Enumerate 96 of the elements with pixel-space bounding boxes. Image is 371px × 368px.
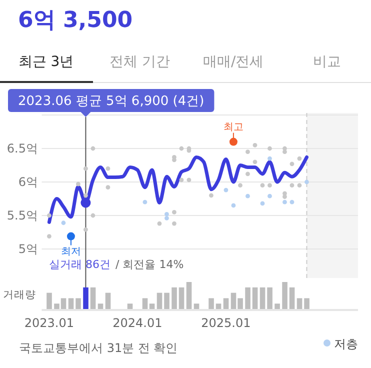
point (84, 193, 88, 198)
annotation: 최고 (223, 122, 244, 133)
point (231, 203, 236, 208)
text: 2023.06 평균 5억 6,900 (4건) (18, 94, 204, 109)
point (268, 183, 272, 188)
bar (149, 304, 155, 309)
bar (194, 304, 200, 309)
text: 국토교통부에서 31분 전 확인 (19, 341, 178, 355)
point (260, 201, 265, 206)
point (246, 172, 250, 176)
point (61, 220, 66, 226)
point (172, 221, 176, 226)
text: / 회전율 14% (116, 258, 184, 271)
bar (178, 287, 184, 309)
point (260, 183, 265, 188)
x-tick-label: 2024.01 (112, 316, 162, 330)
point (229, 138, 238, 146)
point (252, 142, 258, 148)
point (142, 200, 148, 204)
point (290, 162, 294, 166)
point (164, 216, 169, 220)
bar (98, 304, 104, 309)
bar (46, 292, 52, 309)
text: 전체 기간 (109, 54, 170, 70)
point (186, 178, 192, 182)
point (304, 180, 309, 184)
point (90, 146, 96, 151)
y-tick-label: 6억 (18, 175, 38, 189)
legend-label: 저층 (334, 337, 358, 351)
point (76, 182, 80, 186)
point (246, 194, 250, 198)
bar (252, 287, 258, 309)
bar (186, 282, 192, 309)
point (106, 185, 110, 190)
point (268, 146, 272, 151)
point (84, 227, 88, 232)
point (179, 146, 184, 151)
point (268, 156, 272, 161)
bar (90, 287, 96, 309)
point (252, 160, 258, 164)
y-tick-label: 5억 (18, 242, 38, 256)
point (238, 183, 242, 188)
x-tick-label: 2025.01 (201, 316, 251, 330)
point (282, 194, 287, 199)
line-series (47, 155, 308, 224)
bar (172, 287, 177, 309)
point (66, 232, 75, 240)
bar (164, 292, 170, 309)
bar (245, 287, 250, 309)
bar (223, 298, 229, 309)
point (246, 150, 250, 154)
point (46, 213, 52, 218)
point (172, 210, 176, 214)
y-tick-label: 5.5억 (6, 208, 38, 222)
bar (68, 298, 74, 309)
bar (142, 298, 148, 309)
point (106, 166, 110, 171)
bar (76, 298, 81, 309)
bar (267, 287, 272, 309)
bar (83, 287, 88, 309)
point (290, 183, 294, 188)
x-tick-label: 2023.01 (24, 316, 74, 330)
point (164, 212, 169, 216)
bar (127, 304, 133, 309)
bar (296, 298, 302, 309)
text: 매매/전세 (203, 54, 264, 70)
bar (208, 298, 214, 309)
text: 비교 (313, 54, 342, 70)
point (157, 221, 162, 226)
bar (289, 287, 295, 309)
bar (105, 292, 111, 309)
bar (156, 292, 162, 309)
point (297, 183, 302, 188)
bar (282, 282, 288, 309)
point (224, 188, 228, 192)
chart-title: 6억 3,500 (18, 8, 133, 33)
bar (260, 287, 266, 309)
point (268, 194, 272, 198)
point (282, 150, 287, 154)
bar (216, 304, 222, 309)
bar (304, 298, 310, 309)
point (90, 213, 96, 218)
y-tick-label: 6.5억 (6, 142, 38, 156)
point (84, 166, 88, 171)
bar (274, 304, 280, 309)
text: 실거래 86건 (49, 258, 110, 271)
point (46, 234, 52, 238)
text: 최근 3년 (18, 54, 74, 70)
annotation: 최저 (60, 246, 81, 258)
point (290, 200, 294, 204)
point (297, 156, 302, 161)
point (209, 193, 214, 198)
y-axis-title: 거래량 (3, 289, 36, 301)
point (282, 200, 287, 204)
point (80, 198, 91, 208)
point (179, 178, 184, 182)
